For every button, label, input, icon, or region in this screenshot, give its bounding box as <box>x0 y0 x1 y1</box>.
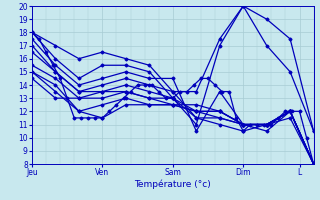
X-axis label: Température (°c): Température (°c) <box>134 180 211 189</box>
